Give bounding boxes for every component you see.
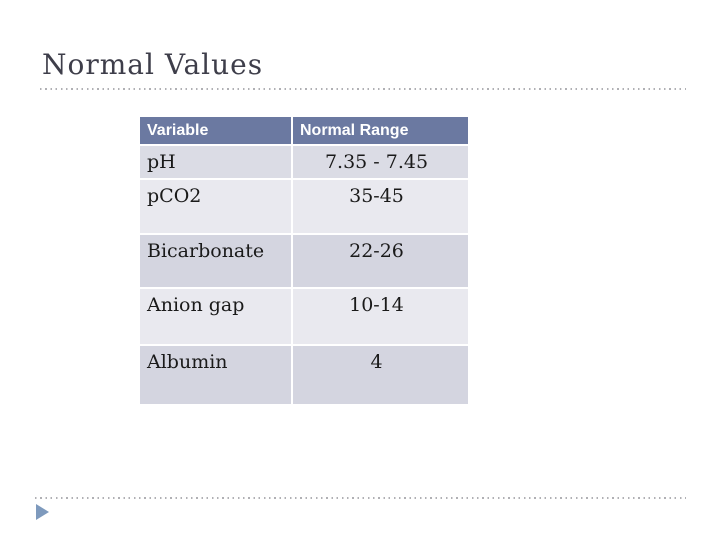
table-row: Anion gap 10-14 — [140, 287, 468, 344]
variable-cell: pH — [140, 144, 293, 178]
variable-cell: Anion gap — [140, 287, 293, 344]
header-cell-variable: Variable — [140, 117, 293, 144]
title-divider — [40, 88, 686, 90]
variable-cell: pCO2 — [140, 178, 293, 233]
header-cell-normal-range: Normal Range — [293, 117, 468, 144]
variable-cell: Bicarbonate — [140, 233, 293, 287]
table-row: pH 7.35 - 7.45 — [140, 144, 468, 178]
page-title: Normal Values — [42, 48, 264, 81]
table-row: pCO2 35-45 — [140, 178, 468, 233]
normal-values-table: Variable Normal Range pH 7.35 - 7.45 pCO… — [140, 117, 468, 404]
play-arrow-icon — [36, 504, 49, 520]
variable-cell: Albumin — [140, 344, 293, 404]
range-cell: 35-45 — [293, 178, 468, 233]
range-cell: 4 — [293, 344, 468, 404]
table-header-row: Variable Normal Range — [140, 117, 468, 144]
range-cell: 22-26 — [293, 233, 468, 287]
table-row: Albumin 4 — [140, 344, 468, 404]
range-cell: 10-14 — [293, 287, 468, 344]
footer-divider — [35, 497, 686, 499]
table-row: Bicarbonate 22-26 — [140, 233, 468, 287]
range-cell: 7.35 - 7.45 — [293, 144, 468, 178]
